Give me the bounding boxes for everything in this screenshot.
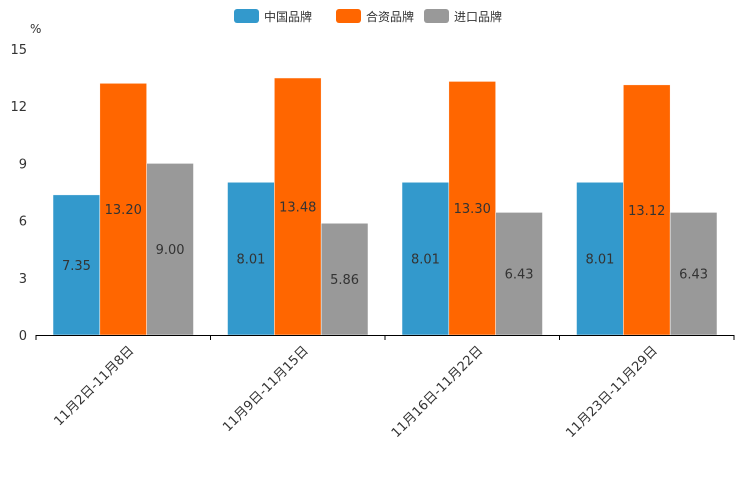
y-tick-label: 3	[19, 272, 27, 287]
bar	[623, 84, 671, 336]
bar-data-label: 13.12	[628, 204, 665, 219]
x-tick-label: 11月2日-11月8日	[52, 343, 138, 429]
y-axis: 0 3 6 9 12 15	[10, 43, 27, 344]
bar-data-label: 9.00	[156, 243, 185, 258]
y-tick-label: 12	[10, 100, 27, 115]
legend-label: 中国品牌	[264, 9, 312, 24]
y-tick-label: 6	[19, 215, 27, 230]
bar	[320, 223, 369, 336]
legend-swatch	[336, 9, 361, 23]
legend-label: 进口品牌	[454, 10, 502, 24]
y-axis-unit-label: %	[30, 22, 41, 36]
bar	[448, 81, 496, 336]
bar-data-label: 8.01	[585, 253, 614, 268]
bar	[227, 182, 275, 336]
bar-data-label: 6.43	[505, 268, 534, 283]
x-axis: 11月2日-11月8日 11月9日-11月15日 11月16日-11月22日 11月2…	[35, 335, 735, 441]
y-tick-label: 9	[19, 157, 27, 172]
legend-item[interactable]: 合资品牌	[336, 9, 414, 24]
x-tick-label: 11月9日-11月15日	[220, 343, 312, 435]
legend-item[interactable]: 进口品牌	[424, 9, 502, 24]
legend-item[interactable]: 中国品牌	[234, 9, 312, 24]
bar-data-label: 6.43	[679, 268, 708, 283]
bar	[576, 182, 624, 336]
legend-swatch	[424, 9, 449, 23]
y-tick-label: 0	[19, 329, 27, 344]
legend: 中国品牌 合资品牌 进口品牌	[234, 9, 502, 24]
bar	[669, 212, 718, 336]
bar	[52, 194, 101, 336]
y-tick-label: 15	[10, 43, 27, 58]
legend-label: 合资品牌	[366, 9, 414, 24]
bar	[146, 163, 194, 336]
x-tick-label: 11月23日-11月29日	[563, 343, 660, 440]
bars: 7.35 13.20 9.00 8.01 13.48 5.86 8.01 13.30 6.43 8…	[52, 77, 718, 336]
bar-data-label: 13.20	[105, 203, 142, 218]
x-tick-label: 11月16日-11月22日	[389, 343, 486, 440]
bar-data-label: 8.01	[236, 253, 265, 268]
bar	[401, 182, 450, 336]
bar-data-label: 5.86	[330, 273, 359, 288]
bar-data-label: 13.30	[454, 202, 491, 217]
bar	[274, 77, 322, 336]
bar	[99, 83, 147, 336]
bar-data-label: 7.35	[62, 259, 91, 274]
bar-data-label: 13.48	[279, 200, 316, 215]
bar-data-label: 8.01	[411, 253, 440, 268]
legend-swatch	[234, 9, 259, 23]
